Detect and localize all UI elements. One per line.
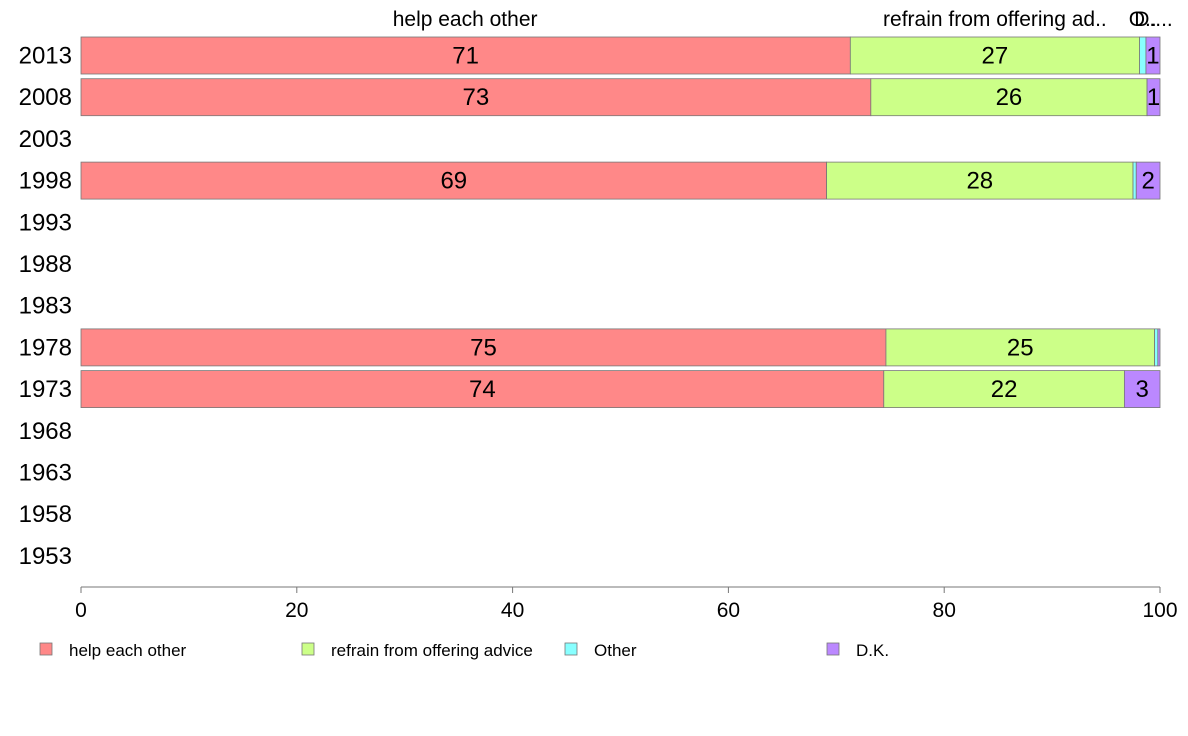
top-label-1: refrain from offering ad.. — [883, 8, 1107, 31]
bar-2013-other — [1139, 36, 1147, 75]
legend-label-other: Other — [594, 641, 637, 660]
bar-1978-refrain-from-offering-advice — [885, 328, 1156, 367]
bar-label-2008-help-each-other: 73 — [463, 84, 490, 111]
bar-label-2008-refrain-from-offering-advice: 26 — [996, 84, 1023, 111]
bar-1973-refrain-from-offering-advice — [883, 370, 1125, 409]
top-label-0: help each other — [393, 8, 538, 31]
y-label-1998: 1998 — [19, 168, 72, 195]
bar-label-1998-d-k: 2 — [1141, 168, 1154, 195]
bar-2013-refrain-from-offering-advice — [849, 36, 1140, 75]
top-label-3: D.... — [1134, 8, 1173, 31]
legend-swatch-help-each-other — [39, 642, 53, 656]
y-label-1968: 1968 — [19, 418, 72, 445]
bar-label-2008-d-k: 1 — [1147, 84, 1160, 111]
bar-label-1973-refrain-from-offering-advice: 22 — [991, 376, 1018, 403]
x-tick-label-80: 80 — [933, 599, 956, 622]
y-label-2008: 2008 — [19, 84, 72, 111]
legend-label-help-each-other: help each other — [69, 641, 187, 660]
bar-label-2013-help-each-other: 71 — [452, 43, 479, 70]
bar-1973-help-each-other — [80, 370, 885, 409]
y-label-1958: 1958 — [19, 501, 72, 528]
top-label-2: O.. — [1129, 8, 1157, 31]
y-label-1978: 1978 — [19, 334, 72, 361]
bar-1998-help-each-other — [80, 161, 827, 200]
x-tick-label-0: 0 — [75, 599, 87, 622]
y-label-1993: 1993 — [19, 209, 72, 236]
bar-2013-d-k — [1145, 36, 1161, 75]
bar-label-2013-refrain-from-offering-advice: 27 — [982, 43, 1009, 70]
bar-label-1978-refrain-from-offering-advice: 25 — [1007, 334, 1034, 361]
x-tick-label-40: 40 — [501, 599, 524, 622]
bar-1998-other — [1132, 161, 1137, 200]
legend-label-refrain-from-offering-advice: refrain from offering advice — [331, 641, 533, 660]
y-label-1983: 1983 — [19, 293, 72, 320]
y-label-1963: 1963 — [19, 460, 72, 487]
y-label-2003: 2003 — [19, 126, 72, 153]
legend-swatch-refrain-from-offering-advice — [301, 642, 315, 656]
bar-2008-help-each-other — [80, 78, 872, 117]
x-tick-label-60: 60 — [717, 599, 740, 622]
bar-2008-refrain-from-offering-advice — [870, 78, 1148, 117]
bar-label-2013-d-k: 1 — [1146, 43, 1159, 70]
legend-swatch-other — [564, 642, 578, 656]
bar-label-1973-d-k: 3 — [1136, 376, 1149, 403]
bar-1998-d-k — [1135, 161, 1161, 200]
bars: 71 27 1 73 26 1 69 28 2 75 25 74 22 3 — [80, 36, 1161, 409]
bar-1998-refrain-from-offering-advice — [826, 161, 1134, 200]
bar-2008-d-k — [1146, 78, 1161, 117]
y-label-1953: 1953 — [19, 543, 72, 570]
legend-swatch-d-k — [826, 642, 840, 656]
bar-label-1998-refrain-from-offering-advice: 28 — [966, 168, 993, 195]
legend: help each other refrain from offering adv… — [39, 641, 889, 660]
y-label-2013: 2013 — [19, 43, 72, 70]
bar-label-1998-help-each-other: 69 — [440, 168, 467, 195]
bar-1978-d-k — [1157, 328, 1161, 367]
bar-1973-d-k — [1123, 370, 1161, 409]
bar-1978-other — [1154, 328, 1159, 367]
bar-label-1973-help-each-other: 74 — [469, 376, 496, 403]
y-label-1988: 1988 — [19, 251, 72, 278]
y-axis-labels: 2013 2008 2003 1998 1993 1988 1983 1978 1973 1968… — [19, 43, 72, 570]
y-label-1973: 1973 — [19, 376, 72, 403]
top-series-labels: help each other refrain from offering ad.… — [393, 8, 1173, 72]
bar-2013-help-each-other — [80, 36, 851, 75]
legend-label-d-k: D.K. — [856, 641, 889, 660]
bar-label-1978-help-each-other: 75 — [470, 334, 497, 361]
x-tick-label-20: 20 — [285, 599, 308, 622]
x-tick-label-100: 100 — [1142, 599, 1177, 622]
x-axis: 0 20 40 60 80 100 — [75, 586, 1178, 622]
